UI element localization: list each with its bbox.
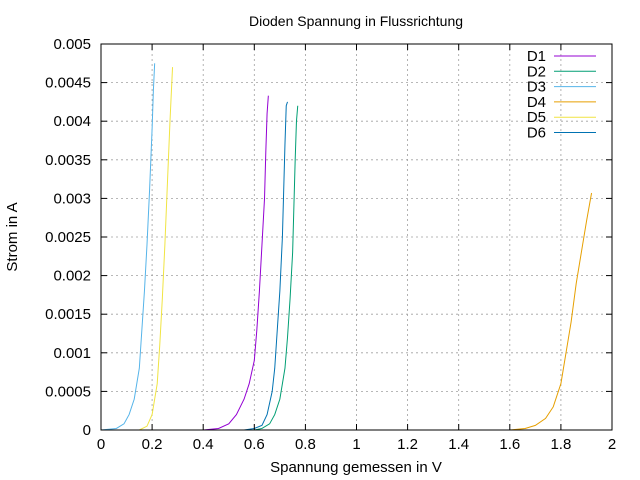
x-tick-label: 1.8 — [550, 436, 571, 453]
legend-label-d2: D2 — [527, 63, 546, 80]
series-line-d4 — [509, 192, 593, 431]
legend-label-d4: D4 — [527, 94, 546, 111]
y-tick-labels: 0 0.0005 0.001 0.0015 0.002 0.0025 0.003 0.0035… — [45, 36, 91, 439]
y-tick-label: 0.0015 — [45, 306, 91, 323]
y-tick-label: 0.003 — [53, 190, 91, 207]
y-tick-label: 0.0035 — [45, 152, 91, 169]
y-tick-label: 0.0045 — [45, 75, 91, 92]
x-tick-label: 0.4 — [193, 436, 214, 453]
legend-label-d1: D1 — [527, 48, 546, 65]
x-tick-label: 2 — [608, 436, 616, 453]
y-tick-label: 0.0005 — [45, 383, 91, 400]
x-tick-label: 0 — [97, 436, 105, 453]
y-tick-label: 0.0025 — [45, 229, 91, 246]
x-tick-label: 1.4 — [448, 436, 469, 453]
legend-label-d3: D3 — [527, 79, 546, 96]
x-tick-labels: 0 0.2 0.4 0.6 0.8 1 1.2 1.4 1.6 1.8 2 — [97, 436, 616, 453]
x-tick-label: 1 — [352, 436, 360, 453]
y-tick-label: 0.004 — [53, 113, 91, 130]
series-line-d5 — [139, 67, 174, 431]
y-axis-title: Strom in A — [4, 202, 21, 271]
x-tick-label: 1.6 — [499, 436, 520, 453]
x-tick-label: 1.2 — [397, 436, 418, 453]
series-line-d3 — [100, 63, 156, 431]
chart-title: Dioden Spannung in Flussrichtung — [249, 13, 463, 29]
y-tick-label: 0 — [83, 422, 91, 439]
legend-label-d5: D5 — [527, 109, 546, 126]
legend-label-d6: D6 — [527, 125, 546, 142]
x-tick-label: 0.2 — [142, 436, 163, 453]
grid — [101, 44, 612, 430]
y-tick-label: 0.005 — [53, 36, 91, 53]
series-line-d2 — [254, 105, 299, 431]
y-tick-label: 0.001 — [53, 345, 91, 362]
series-group — [100, 63, 593, 431]
y-tick-label: 0.002 — [53, 268, 91, 285]
ticks — [100, 43, 613, 431]
x-tick-label: 0.8 — [295, 436, 316, 453]
x-axis-title: Spannung gemessen in V — [270, 459, 442, 476]
series-line-d6 — [244, 101, 288, 431]
x-tick-label: 0.6 — [244, 436, 265, 453]
series-line-d1 — [203, 95, 269, 431]
